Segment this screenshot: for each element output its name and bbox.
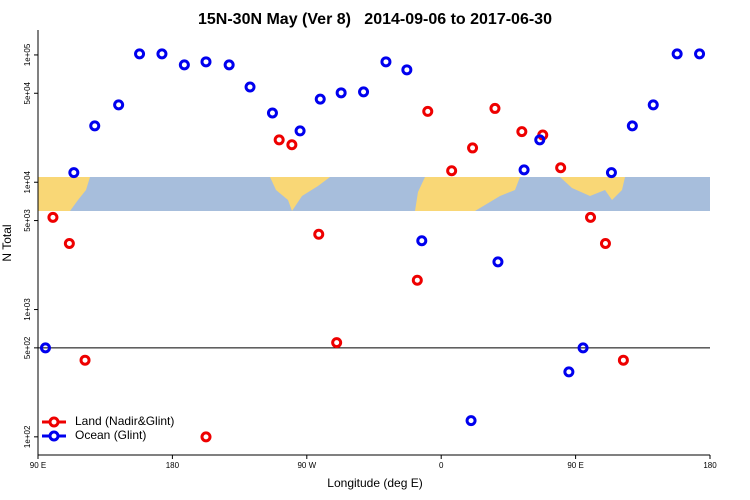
point: [617, 354, 629, 366]
x-tick-label: 90 E: [567, 461, 583, 470]
point: [534, 134, 546, 146]
y-axis-label: N Total: [0, 224, 14, 261]
point: [492, 256, 504, 268]
point: [273, 134, 285, 146]
point: [647, 99, 659, 111]
legend-marker: [48, 416, 60, 428]
map-strip: [38, 177, 710, 211]
y-tick-label: 1e+05: [23, 43, 32, 66]
point: [79, 354, 91, 366]
point: [358, 86, 370, 98]
point: [605, 167, 617, 179]
x-tick-label: 180: [166, 461, 180, 470]
point: [446, 165, 458, 177]
point: [422, 105, 434, 117]
point: [489, 102, 501, 114]
point: [671, 48, 683, 60]
point: [286, 139, 298, 151]
y-tick-label: 1e+03: [23, 298, 32, 321]
y-tick-label: 5e+02: [23, 336, 32, 359]
x-tick-label: 90 E: [30, 461, 46, 470]
point: [401, 64, 413, 76]
point: [223, 59, 235, 71]
y-tick-label: 1e+04: [23, 170, 32, 193]
legend-label: Ocean (Glint): [75, 428, 146, 442]
point: [331, 337, 343, 349]
point: [516, 126, 528, 138]
point: [39, 342, 51, 354]
point: [313, 228, 325, 240]
x-tick-label: 90 W: [297, 461, 316, 470]
point: [380, 56, 392, 68]
point: [563, 366, 575, 378]
point: [626, 120, 638, 132]
point: [47, 211, 59, 223]
chart-title: 15N-30N May (Ver 8) 2014-09-06 to 2017-0…: [198, 11, 552, 28]
point: [63, 238, 75, 250]
point: [89, 120, 101, 132]
point: [555, 162, 567, 174]
legend-marker: [48, 430, 60, 442]
point: [465, 415, 477, 427]
y-tick-label: 5e+04: [23, 81, 32, 104]
point: [200, 431, 212, 443]
point: [335, 87, 347, 99]
point: [694, 48, 706, 60]
point: [314, 93, 326, 105]
point: [599, 238, 611, 250]
point: [416, 235, 428, 247]
point: [200, 56, 212, 68]
point: [68, 167, 80, 179]
point: [518, 164, 530, 176]
point: [244, 81, 256, 93]
y-tick-label: 1e+02: [23, 425, 32, 448]
point: [178, 59, 190, 71]
x-tick-label: 180: [703, 461, 717, 470]
point: [577, 342, 589, 354]
point: [134, 48, 146, 60]
point: [411, 274, 423, 286]
x-axis-label: Longitude (deg E): [327, 476, 422, 490]
point: [585, 211, 597, 223]
point: [294, 125, 306, 137]
x-tick-label: 0: [439, 461, 444, 470]
legend-label: Land (Nadir&Glint): [75, 414, 174, 428]
point: [467, 142, 479, 154]
point: [266, 107, 278, 119]
y-tick-label: 5e+03: [23, 209, 32, 232]
point: [156, 48, 168, 60]
point: [113, 99, 125, 111]
